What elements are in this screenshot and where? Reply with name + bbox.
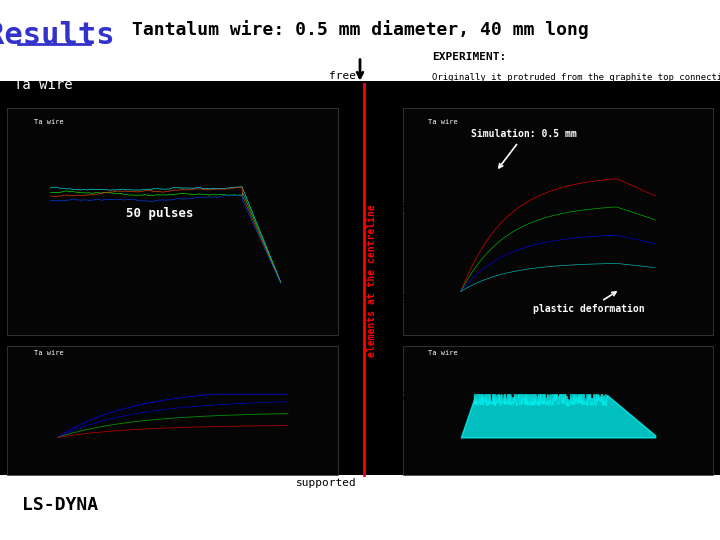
Text: Ta wire: Ta wire	[428, 119, 458, 125]
Bar	[403, 108, 713, 335]
Bar	[0, 81, 720, 475]
Bar	[403, 346, 713, 475]
Text: 50 pulses: 50 pulses	[127, 207, 194, 220]
Text: Originally it protruded from the graphite top connection
by 0.5 mm and ended up : Originally it protruded from the graphit…	[432, 73, 720, 94]
Text: S 7498: S 7498	[367, 203, 408, 213]
Text: S 8983: S 8983	[367, 90, 408, 99]
Bar	[7, 108, 338, 335]
Text: S 4492: S 4492	[367, 392, 408, 402]
Text: Results: Results	[0, 21, 114, 50]
Text: S 5995: S 5995	[367, 295, 408, 305]
Text: free: free	[329, 71, 356, 81]
Text: Simulation: 0.5 mm: Simulation: 0.5 mm	[472, 130, 577, 168]
Text: Ta wire: Ta wire	[34, 119, 63, 125]
Bar	[7, 346, 338, 475]
Text: Tantalum wire: 0.5 mm diameter, 40 mm long: Tantalum wire: 0.5 mm diameter, 40 mm lo…	[132, 20, 588, 39]
Text: plastic deformation: plastic deformation	[534, 292, 645, 314]
Text: elements at the centreline: elements at the centreline	[367, 205, 377, 357]
Text: EXPERIMENT:: EXPERIMENT:	[432, 52, 506, 63]
Text: Ta wire: Ta wire	[34, 350, 63, 356]
Text: LS-DYNA: LS-DYNA	[22, 496, 98, 514]
Text: Ta wire: Ta wire	[14, 78, 73, 92]
Text: supported: supported	[296, 478, 356, 488]
Text: Ta wire: Ta wire	[428, 350, 458, 356]
